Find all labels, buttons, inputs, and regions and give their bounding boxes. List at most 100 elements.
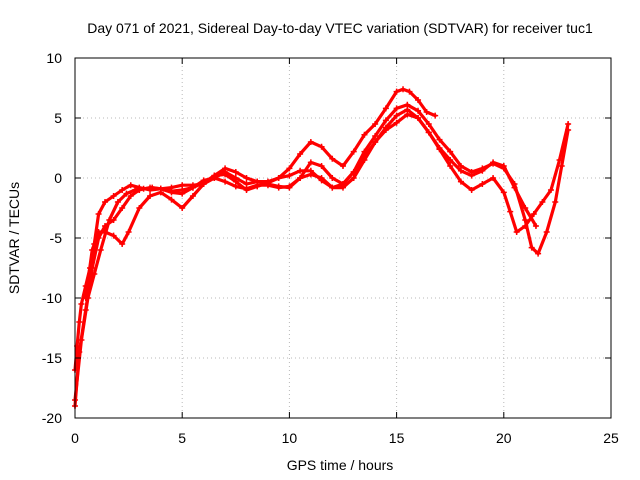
data-point [232,169,239,175]
data-point [423,109,430,115]
data-point [543,229,550,235]
data-point [127,193,134,199]
tick-layer: 0 5 10 15 20 25 -20 -15 -10 -5 0 5 10 [42,50,619,446]
data-point [436,136,443,143]
data-point [447,148,454,155]
x-tick-label: 5 [178,430,186,446]
x-axis-title: GPS time / hours [287,457,394,473]
data-point [211,175,218,181]
data-point [457,178,464,185]
series-track-1 [72,86,439,373]
data-point [507,208,514,215]
y-tick-label: -15 [42,350,62,366]
data-point [264,182,271,189]
data-point [340,181,346,187]
data-point [340,163,346,169]
data-point [329,184,336,191]
y-tick-label: 0 [54,170,62,186]
data-point [254,182,261,189]
series-layer [72,86,572,409]
data-point [286,183,293,190]
y-axis-title: SDTVAR / TECUs [6,182,22,294]
data-point [372,133,379,139]
data-point [432,112,439,119]
data-point [95,211,102,217]
data-point [297,167,304,174]
data-point [297,151,304,157]
data-point [222,171,229,178]
x-tick-label: 10 [282,430,298,446]
data-point [307,171,314,178]
data-point [127,182,134,189]
series-line [73,108,570,402]
data-point [372,121,379,127]
data-point [179,205,186,211]
data-point [558,163,565,169]
y-tick-label: -5 [50,230,63,246]
data-point [513,229,520,235]
data-point [556,157,563,163]
data-point [119,205,126,211]
series-track-4 [72,106,572,403]
data-point [539,199,546,205]
data-point [382,117,389,124]
data-point [382,124,389,131]
data-point [479,181,486,187]
data-point [140,185,147,192]
data-point [350,175,357,181]
data-point [307,139,314,145]
data-point [530,211,537,217]
data-point [297,175,304,181]
data-point [500,163,507,169]
data-point [84,295,91,301]
data-point [468,187,475,193]
data-point [425,121,432,127]
data-point [565,121,572,127]
y-tick-label: -10 [42,290,62,306]
data-point [528,244,535,251]
data-point [490,175,497,181]
data-point [490,159,497,166]
data-point [222,178,229,185]
data-point [500,189,507,196]
series-line [73,87,437,372]
data-point [157,185,164,192]
data-point [436,146,443,153]
data-point [425,129,432,136]
data-point [110,193,117,199]
data-point [406,88,413,95]
data-point [168,196,175,203]
data-point [552,199,559,205]
x-tick-label: 15 [389,430,405,446]
data-point [119,241,126,247]
data-point [78,337,85,343]
x-tick-label: 25 [603,430,619,446]
data-point [78,301,85,307]
data-point [511,184,518,191]
data-point [97,247,104,253]
data-point [243,185,250,192]
data-point [415,97,422,103]
data-point [307,159,314,166]
data-point [415,107,422,114]
data-point [189,193,196,199]
data-point [275,184,282,191]
data-point [132,187,139,193]
data-point [393,112,400,119]
data-point [275,175,282,181]
data-point [119,187,126,193]
data-point [189,184,196,191]
data-point [382,105,389,112]
data-point [404,106,411,113]
data-point [522,223,529,229]
data-point [393,88,400,95]
data-point [318,175,325,181]
data-point [393,105,400,112]
data-point [91,271,98,277]
data-point [393,119,400,126]
x-tick-label: 20 [496,430,512,446]
data-point [123,190,130,197]
data-point [457,167,464,174]
